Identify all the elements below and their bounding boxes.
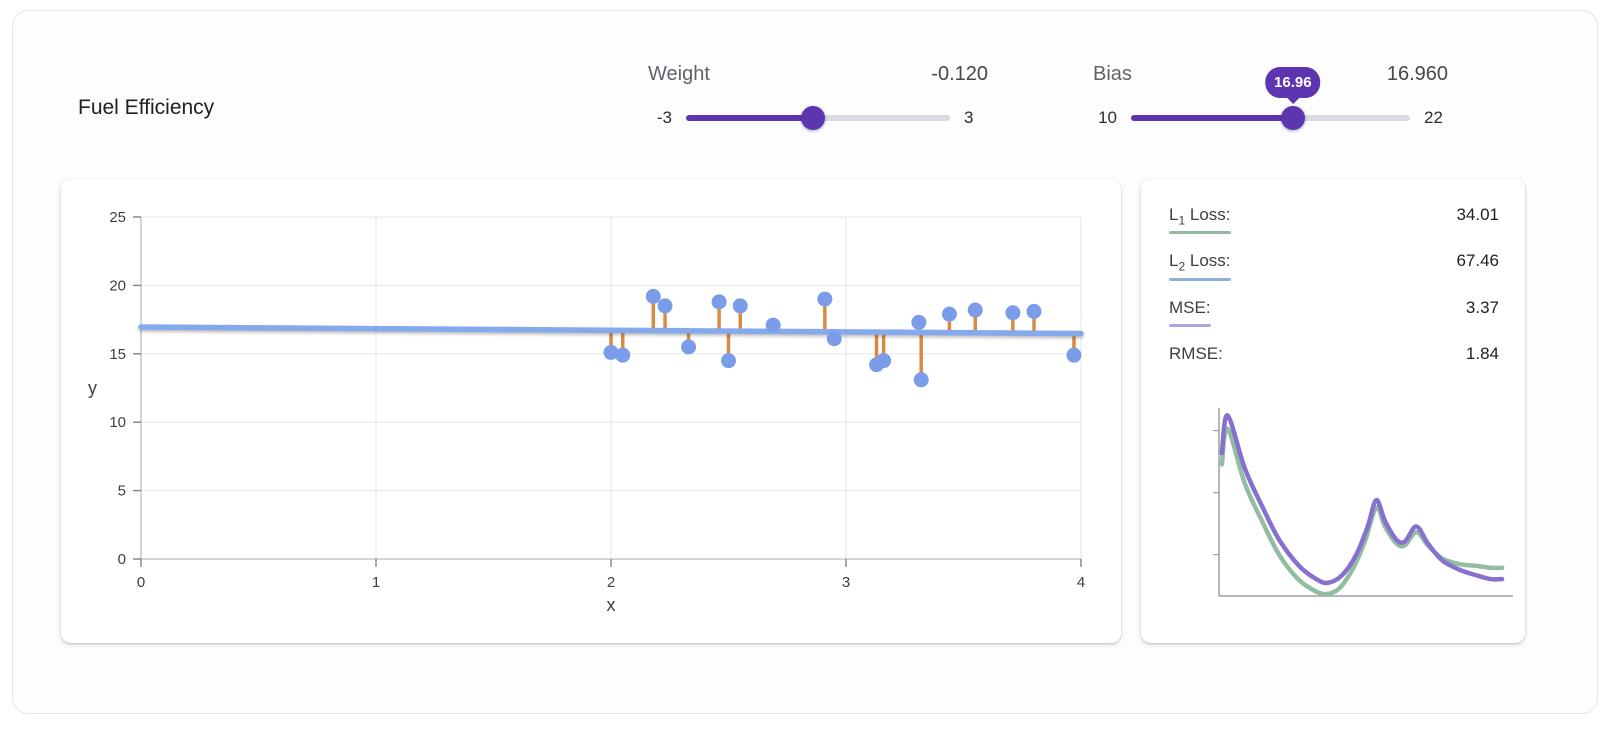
weight-value: -0.120 (931, 63, 988, 85)
weight-max-label: 3 (964, 108, 974, 127)
loss-row-l1: L1 Loss: 34.01 (1169, 205, 1499, 235)
svg-text:x: x (607, 595, 616, 615)
svg-text:3: 3 (842, 574, 850, 591)
weight-slider-fill (686, 115, 813, 121)
main-chart-svg: 0 5 10 15 20 25 0 1 2 3 4 y x (88, 209, 1085, 615)
weight-slider[interactable] (686, 106, 950, 130)
fuel-efficiency-app: Fuel Efficiency Weight -0.120 -3 3 Bias … (12, 10, 1598, 714)
svg-text:15: 15 (109, 346, 126, 363)
l2-legend-swatch (1169, 277, 1231, 281)
l2-loss-label: L2 Loss: (1169, 251, 1231, 281)
svg-text:1: 1 (372, 574, 380, 591)
bias-label: Bias (1093, 63, 1132, 85)
weight-min-label: -3 (656, 108, 672, 127)
loss-chart-svg (1213, 407, 1513, 597)
bias-slider-fill (1131, 115, 1293, 121)
weight-slider-thumb[interactable] (800, 106, 825, 130)
loss-row-mse: MSE: 3.37 (1169, 297, 1499, 328)
bias-value-tooltip: 16.96 (1265, 67, 1321, 98)
svg-text:5: 5 (118, 483, 126, 500)
loss-row-l2: L2 Loss: 67.46 (1169, 251, 1499, 281)
bias-max-label: 22 (1424, 108, 1443, 127)
l1-loss-label: L1 Loss: (1169, 205, 1231, 235)
loss-row-rmse: RMSE: 1.84 (1169, 344, 1499, 373)
svg-text:0: 0 (118, 551, 126, 568)
svg-text:20: 20 (109, 277, 126, 294)
l1-legend-swatch (1169, 231, 1231, 235)
svg-text:2: 2 (607, 574, 615, 591)
rmse-value: 1.84 (1465, 344, 1499, 364)
rmse-label: RMSE: (1169, 344, 1223, 364)
mse-value: 3.37 (1465, 297, 1499, 317)
l2-loss-value: 67.46 (1456, 251, 1499, 271)
svg-text:10: 10 (109, 414, 126, 431)
mse-label: MSE: (1169, 298, 1211, 328)
svg-text:y: y (88, 378, 97, 398)
mse-legend-swatch (1169, 324, 1211, 328)
weight-control: Weight -0.120 -3 3 (648, 63, 988, 130)
svg-text:25: 25 (109, 209, 126, 226)
page-title: Fuel Efficiency (78, 96, 215, 119)
model-chart-card: 0 5 10 15 20 25 0 1 2 3 4 y x (61, 179, 1121, 643)
bias-slider-thumb[interactable] (1280, 106, 1305, 130)
loss-panel: L1 Loss: 34.01 L2 Loss: 67.46 MSE: 3.37 … (1141, 179, 1525, 643)
weight-label: Weight (648, 63, 710, 85)
bias-min-label: 10 (1098, 108, 1117, 127)
svg-text:4: 4 (1077, 574, 1085, 591)
l1-loss-value: 34.01 (1456, 205, 1499, 224)
bias-control: Bias 16.960 10 16.96 22 (1093, 63, 1448, 130)
svg-text:0: 0 (137, 574, 145, 591)
bias-value: 16.960 (1386, 63, 1448, 85)
bias-slider[interactable]: 16.96 (1131, 67, 1410, 130)
loss-history-chart (1189, 400, 1513, 612)
